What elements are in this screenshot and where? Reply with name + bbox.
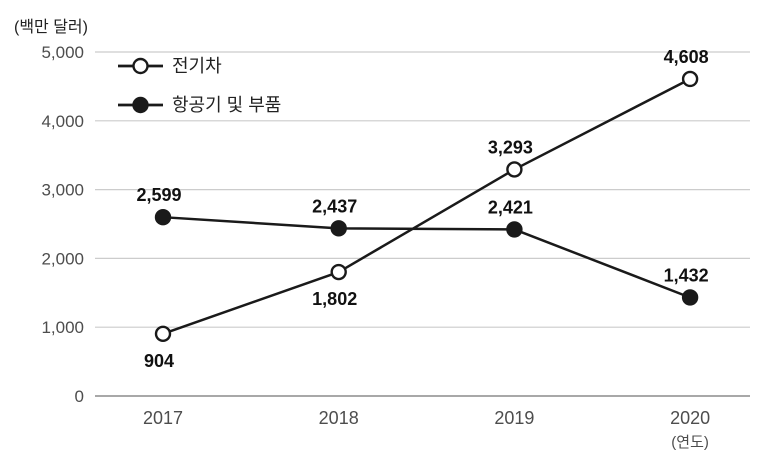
x-tick-label: 2017 — [143, 408, 183, 428]
data-point — [681, 70, 699, 88]
value-label: 2,599 — [136, 185, 181, 205]
legend-label: 항공기 및 부품 — [172, 95, 281, 115]
y-tick-label: 3,000 — [41, 181, 84, 200]
legend-label: 전기차 — [172, 56, 222, 76]
y-tick-label: 2,000 — [41, 249, 84, 268]
value-label: 3,293 — [488, 137, 533, 157]
value-label: 904 — [144, 351, 174, 371]
data-point — [330, 220, 347, 237]
data-point — [681, 289, 699, 306]
value-label: 2,437 — [312, 196, 357, 216]
value-label: 2,421 — [488, 197, 533, 217]
y-axis-unit-label: (백만 달러) — [14, 18, 88, 36]
y-tick-label: 5,000 — [41, 43, 84, 62]
data-point — [330, 263, 347, 281]
data-point — [506, 221, 523, 238]
data-point — [154, 325, 172, 343]
data-point — [506, 161, 523, 178]
series-line — [162, 77, 691, 335]
series-line — [162, 215, 691, 299]
y-tick-label: 1,000 — [41, 318, 84, 337]
legend-marker — [132, 57, 149, 75]
y-tick-label: 0 — [75, 387, 84, 406]
legend-marker — [132, 96, 149, 114]
value-label: 1,802 — [312, 289, 357, 309]
y-tick-label: 4,000 — [41, 112, 84, 131]
x-tick-label: 2020 — [670, 408, 710, 428]
x-tick-label: 2019 — [494, 408, 534, 428]
x-tick-label: 2018 — [319, 408, 359, 428]
x-axis-unit-label: (연도) — [671, 434, 709, 451]
data-point — [154, 208, 172, 226]
value-label: 1,432 — [664, 265, 709, 285]
value-label: 4,608 — [664, 47, 709, 67]
